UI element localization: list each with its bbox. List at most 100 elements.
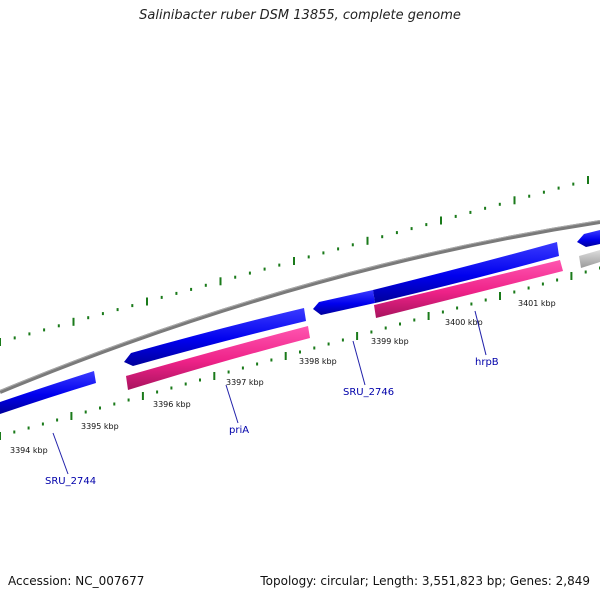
major-tick	[499, 292, 501, 300]
minor-tick	[454, 214, 457, 218]
tick-label: 3400 kbp	[445, 318, 483, 327]
tick-label: 3394 kbp	[10, 446, 48, 455]
major-tick	[427, 312, 430, 320]
gene-label-sru2744[interactable]: SRU_2744	[45, 476, 96, 487]
inner-tick-ruler	[0, 266, 600, 440]
minor-tick	[381, 235, 384, 239]
minor-tick	[584, 270, 587, 274]
minor-tick	[370, 330, 373, 334]
minor-tick	[341, 338, 344, 342]
gene-label-pria[interactable]: priA	[229, 425, 249, 436]
minor-tick	[56, 418, 59, 422]
minor-tick	[528, 194, 531, 198]
tick-label: 3398 kbp	[299, 357, 337, 366]
gene-labels: SRU_2744 priA SRU_2746 hrpB	[45, 310, 499, 487]
minor-tick	[248, 271, 251, 275]
cds-feature[interactable]	[577, 230, 600, 247]
minor-tick	[399, 322, 401, 326]
major-tick	[141, 392, 144, 400]
minor-tick	[241, 366, 244, 370]
minor-tick	[572, 182, 575, 186]
minor-tick	[41, 422, 44, 426]
major-tick	[70, 412, 73, 420]
minor-tick	[527, 286, 530, 290]
minor-tick	[27, 426, 30, 430]
minor-tick	[57, 324, 60, 328]
leader-line	[352, 340, 366, 386]
major-tick	[284, 352, 287, 360]
minor-tick	[184, 382, 187, 386]
major-tick	[146, 297, 148, 306]
minor-tick	[99, 406, 101, 410]
minor-tick	[101, 312, 104, 316]
major-tick	[72, 317, 75, 326]
minor-tick	[425, 223, 428, 227]
map-title: Salinibacter ruber DSM 13855, complete g…	[139, 8, 461, 23]
minor-tick	[256, 362, 259, 366]
minor-tick	[395, 231, 398, 235]
minor-tick	[469, 210, 472, 214]
minor-tick	[116, 308, 119, 312]
coordinate-labels: 3394 kbp 3395 kbp 3396 kbp 3397 kbp 3398…	[10, 299, 556, 455]
outer-tick-ruler	[0, 176, 589, 346]
minor-tick	[263, 267, 266, 271]
minor-tick	[199, 378, 201, 382]
cds-feature[interactable]	[313, 290, 375, 315]
minor-tick	[556, 278, 559, 282]
minor-tick	[307, 255, 310, 259]
minor-tick	[28, 332, 31, 336]
major-tick	[440, 216, 442, 225]
major-tick	[570, 272, 573, 280]
minor-tick	[87, 316, 90, 320]
minor-tick	[175, 291, 178, 295]
minor-tick	[484, 206, 487, 210]
leader-line	[474, 310, 487, 356]
minor-tick	[190, 287, 193, 291]
minor-tick	[156, 390, 159, 394]
minor-tick	[470, 302, 473, 306]
minor-tick	[227, 370, 230, 374]
tick-label: 3399 kbp	[371, 337, 409, 346]
major-tick	[293, 257, 295, 265]
minor-tick	[541, 282, 544, 286]
tick-label: 3395 kbp	[81, 422, 119, 431]
minor-tick	[351, 243, 354, 247]
minor-tick	[337, 247, 340, 251]
major-tick	[587, 176, 589, 184]
major-tick	[366, 236, 369, 245]
major-tick	[513, 196, 516, 205]
cds-feature[interactable]	[124, 308, 306, 366]
other-feature[interactable]	[579, 250, 600, 268]
minor-tick	[557, 186, 560, 190]
tick-label: 3396 kbp	[153, 400, 191, 409]
minor-tick	[13, 430, 16, 434]
minor-tick	[456, 306, 459, 310]
minor-tick	[484, 298, 487, 302]
cds-feature[interactable]	[0, 371, 96, 414]
minor-tick	[13, 336, 16, 340]
minor-tick	[160, 295, 163, 299]
minor-tick	[413, 318, 416, 322]
minor-tick	[127, 398, 130, 402]
minor-tick	[204, 283, 207, 287]
minor-tick	[313, 346, 316, 350]
minor-tick	[513, 290, 516, 294]
gene-label-sru2746[interactable]: SRU_2746	[343, 387, 394, 398]
minor-tick	[327, 342, 330, 346]
minor-tick	[384, 326, 387, 330]
genome-summary-text: Topology: circular; Length: 3,551,823 bp…	[260, 574, 590, 588]
gene-label-hrpb[interactable]: hrpB	[475, 357, 499, 368]
tick-label: 3401 kbp	[518, 299, 556, 308]
gene-feature[interactable]	[374, 260, 563, 318]
cds-feature[interactable]	[373, 242, 559, 303]
minor-tick	[278, 263, 281, 267]
minor-tick	[43, 328, 46, 332]
minor-tick	[113, 402, 116, 406]
major-tick	[213, 372, 216, 380]
major-tick	[219, 277, 222, 286]
gene-feature[interactable]	[126, 326, 310, 390]
minor-tick	[441, 310, 444, 314]
minor-tick	[299, 350, 301, 354]
minor-tick	[322, 251, 325, 255]
minor-tick	[410, 227, 413, 231]
